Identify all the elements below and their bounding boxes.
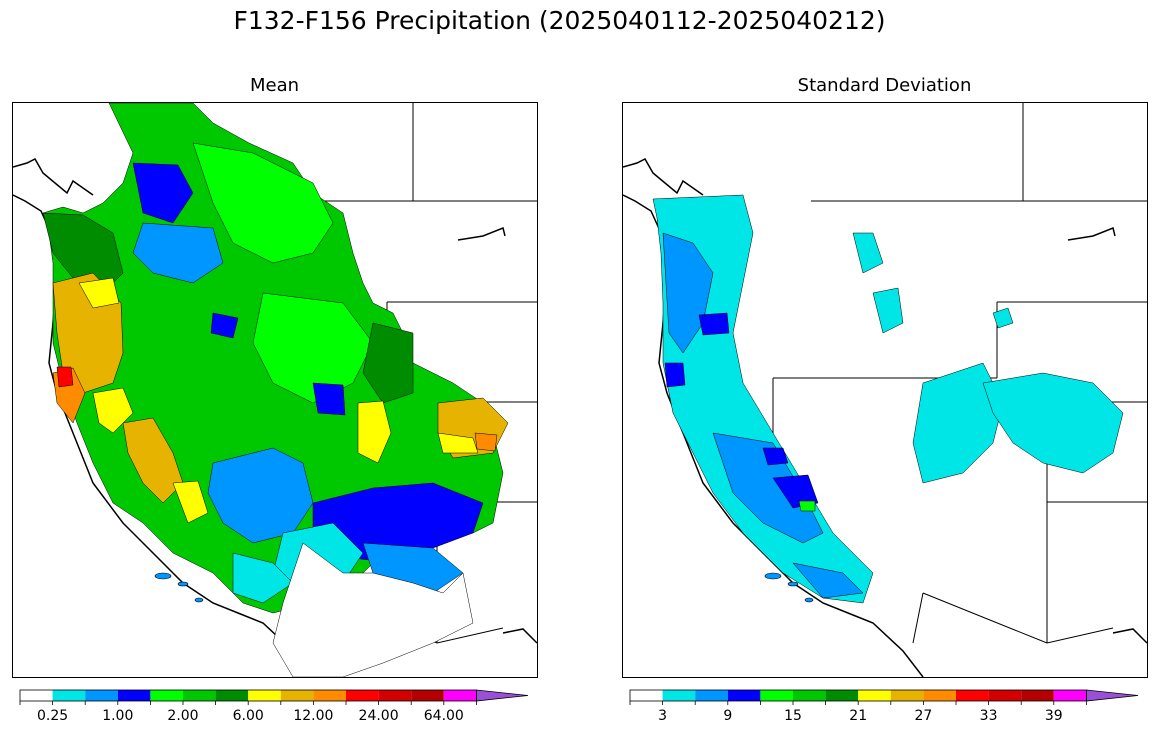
mean-panel-title: Mean <box>249 75 300 96</box>
std-colorbar-segment <box>956 690 989 701</box>
std-colorbar-extend-arrow <box>1086 689 1139 702</box>
std-colorbar-segment <box>662 690 696 701</box>
figure-title: F132-F156 Precipitation (2025040112-2025… <box>233 6 886 35</box>
mean-map-canvas <box>13 103 537 677</box>
mean-map <box>12 102 538 678</box>
mean-colorbar-segment <box>313 690 346 701</box>
std-colorbar-tick-label: 15 <box>784 708 802 724</box>
std-colorbar-tick-label: 3 <box>658 708 667 724</box>
mean-colorbar-tick-label: 24.00 <box>359 708 399 724</box>
std-colorbar-tick-label: 39 <box>1045 708 1063 724</box>
std-colorbar: 3 9 15 21 27 33 39 <box>629 688 1150 728</box>
std-colorbar-segment <box>793 690 826 701</box>
std-colorbar-tick-label: 27 <box>914 708 932 724</box>
mean-colorbar-segment <box>411 690 444 701</box>
std-colorbar-segment <box>1053 690 1087 701</box>
mean-colorbar-segment <box>20 690 53 701</box>
std-colorbar-tick-label: 9 <box>723 708 732 724</box>
std-colorbar-segment <box>988 690 1022 701</box>
mean-colorbar-segment <box>443 690 477 701</box>
mean-colorbar-extend-arrow <box>476 689 529 702</box>
std-colorbar-segment <box>1021 690 1054 701</box>
mean-colorbar-segment <box>150 690 183 701</box>
std-panel-title: Standard Deviation <box>797 75 972 96</box>
mean-colorbar-tick-label: 12.00 <box>293 708 333 724</box>
mean-colorbar-tick-label: 1.00 <box>102 708 133 724</box>
mean-colorbar-segment <box>215 690 249 701</box>
mean-colorbar-segment <box>248 690 281 701</box>
std-colorbar-segment <box>890 690 924 701</box>
std-colorbar-segment <box>630 690 663 701</box>
std-colorbar-segment <box>695 690 728 701</box>
mean-colorbar-segment <box>52 690 86 701</box>
std-colorbar-segment <box>923 690 956 701</box>
mean-colorbar-tick-label: 2.00 <box>167 708 198 724</box>
mean-colorbar-segment <box>378 690 412 701</box>
std-map <box>622 102 1148 678</box>
mean-colorbar-segment <box>117 690 151 701</box>
std-colorbar-segment <box>825 690 859 701</box>
std-colorbar-tick-label: 33 <box>980 708 998 724</box>
mean-colorbar-svg: 0.25 1.00 2.00 6.00 12.00 24.00 64.00 <box>19 689 529 724</box>
mean-colorbar-segment <box>346 690 379 701</box>
std-colorbar-segment <box>727 690 761 701</box>
mean-colorbar-tick-label: 0.25 <box>37 708 68 724</box>
mean-colorbar: 0.25 1.00 2.00 6.00 12.00 24.00 64.00 <box>19 688 540 728</box>
std-map-canvas <box>623 103 1147 677</box>
std-colorbar-segment <box>760 690 793 701</box>
std-colorbar-svg: 3 9 15 21 27 33 39 <box>629 689 1139 724</box>
std-colorbar-tick-label: 21 <box>849 708 867 724</box>
mean-colorbar-segment <box>183 690 216 701</box>
mean-colorbar-segment <box>85 690 118 701</box>
mean-colorbar-segment <box>280 690 314 701</box>
mean-colorbar-tick-label: 6.00 <box>233 708 264 724</box>
mean-colorbar-tick-label: 64.00 <box>424 708 464 724</box>
std-colorbar-segment <box>858 690 891 701</box>
